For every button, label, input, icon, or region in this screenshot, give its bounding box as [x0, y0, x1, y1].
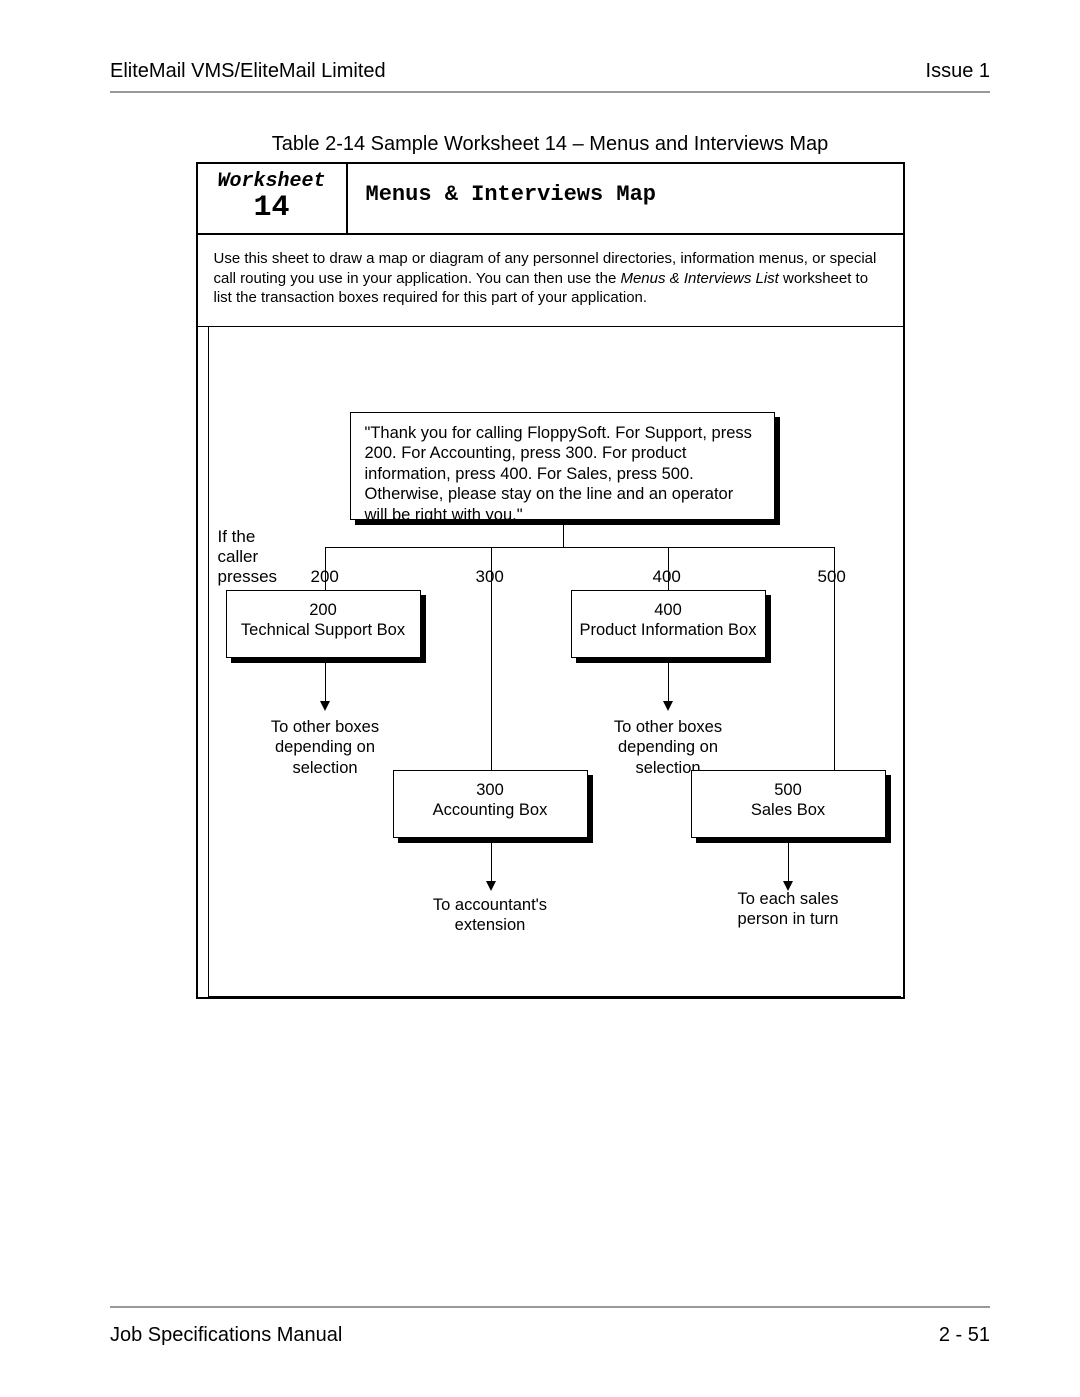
tech-name: Technical Support Box [226, 620, 421, 641]
instr-italic: Menus & Interviews List [620, 270, 778, 287]
caller-label: If the caller presses [218, 527, 278, 587]
worksheet-frame: Worksheet 14 Menus & Interviews Map Use … [196, 162, 905, 999]
sales-dest: To each sales person in turn [696, 889, 881, 930]
prod-name: Product Information Box [571, 620, 766, 641]
sales-arrow-line [788, 843, 789, 883]
header-rule [110, 91, 990, 93]
option-500: 500 [818, 567, 846, 587]
prod-num: 400 [571, 600, 766, 621]
greet-stem [563, 520, 564, 547]
inner-bottom-border [208, 996, 901, 997]
acct-dest: To accountant's extension [398, 895, 583, 936]
greeting-text: "Thank you for calling FloppySoft. For S… [365, 424, 752, 525]
acct-arrow-line [491, 843, 492, 883]
instructions: Use this sheet to draw a map or diagram … [198, 235, 903, 327]
inner-left-border [208, 327, 209, 997]
worksheet-title: Menus & Interviews Map [348, 164, 656, 233]
tech-arrow-head [320, 701, 330, 711]
footer-left: Job Specifications Manual [110, 1324, 342, 1347]
table-caption: Table 2-14 Sample Worksheet 14 – Menus a… [110, 133, 990, 156]
title-bar: Worksheet 14 Menus & Interviews Map [198, 164, 903, 235]
header-right: Issue 1 [926, 60, 990, 83]
worksheet-number: 14 [218, 193, 326, 223]
sales-num: 500 [691, 780, 886, 801]
stem-500 [834, 547, 835, 772]
tech-dest: To other boxes depending on selection [233, 717, 418, 779]
acct-num: 300 [393, 780, 588, 801]
option-bus [325, 547, 835, 548]
sales-name: Sales Box [691, 800, 886, 821]
footer: Job Specifications Manual 2 - 51 [110, 1324, 990, 1347]
stem-300 [491, 547, 492, 772]
greeting-box: "Thank you for calling FloppySoft. For S… [350, 412, 775, 520]
stem-400 [668, 547, 669, 592]
acct-name: Accounting Box [393, 800, 588, 821]
tech-num: 200 [226, 600, 421, 621]
stem-200 [325, 547, 326, 592]
prod-arrow-line [668, 663, 669, 703]
diagram-area: "Thank you for calling FloppySoft. For S… [198, 327, 903, 997]
header-left: EliteMail VMS/EliteMail Limited [110, 60, 386, 83]
tech-arrow-line [325, 663, 326, 703]
prod-arrow-head [663, 701, 673, 711]
footer-right: 2 - 51 [939, 1324, 990, 1347]
worksheet-word: Worksheet [218, 170, 326, 193]
acct-arrow-head [486, 881, 496, 891]
